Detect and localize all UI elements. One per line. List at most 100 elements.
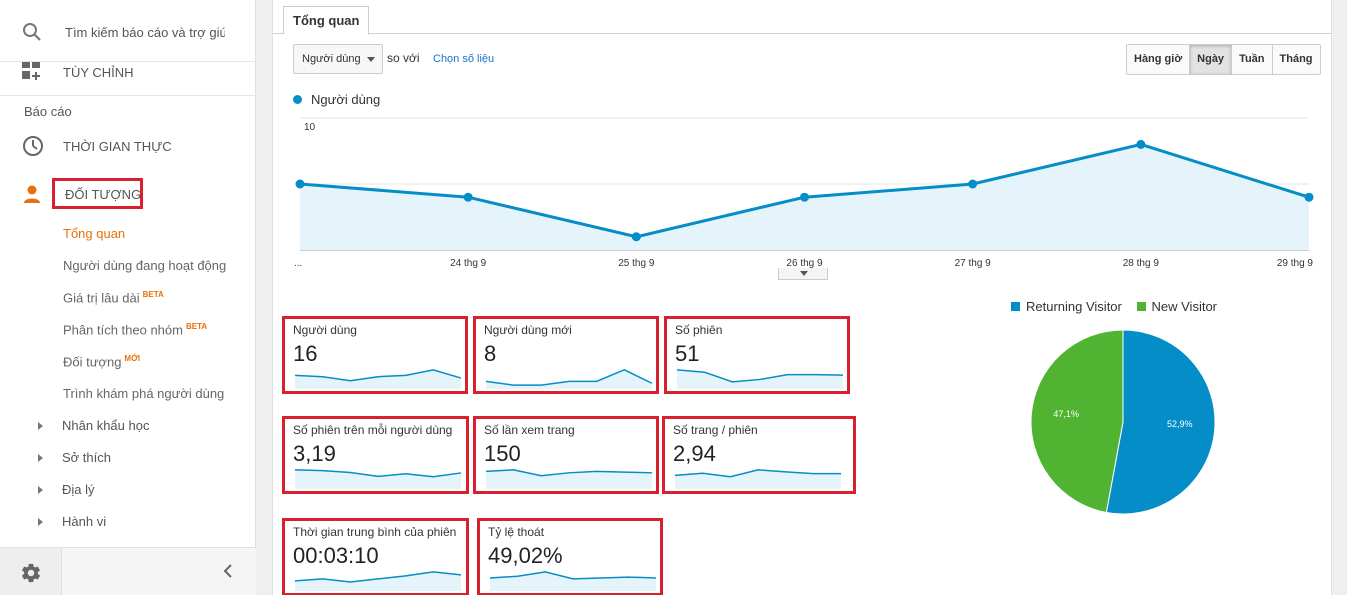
sparkline <box>485 469 653 489</box>
period-day-button[interactable]: Ngày <box>1190 45 1233 74</box>
sparkline <box>294 369 462 389</box>
sidebar-subitem-cohort[interactable]: Phân tích theo nhóm BETA <box>63 322 208 338</box>
caret-right-icon <box>38 485 43 494</box>
sparkline <box>676 369 844 389</box>
x-tick-label: ... <box>294 258 302 269</box>
data-point[interactable] <box>800 192 809 202</box>
dashboard-add-icon <box>22 62 42 87</box>
scorecard-title: Thời gian trung bình của phiên <box>293 525 457 539</box>
tab-bar: Tổng quan <box>273 0 1331 35</box>
sparkline-line <box>676 369 844 383</box>
sidebar-group-demographics[interactable]: Nhân khẩu học <box>38 418 149 433</box>
scorecard-sessions[interactable]: Số phiên 51 <box>664 316 850 394</box>
scorecard-avg-session-duration[interactable]: Thời gian trung bình của phiên 00:03:10 <box>282 518 469 595</box>
scorecard-pageviews[interactable]: Số lần xem trang 150 <box>473 416 659 494</box>
scorecard-title: Số phiên <box>675 323 723 337</box>
sparkline-area <box>486 469 652 489</box>
sidebar-subitem-user-explorer[interactable]: Trình khám phá người dùng <box>63 386 225 401</box>
pie-legend-new[interactable]: New Visitor <box>1136 299 1217 314</box>
scorecard-new-users[interactable]: Người dùng mới 8 <box>473 316 659 394</box>
x-tick-label: 27 thg 9 <box>955 258 992 269</box>
scorecard-value: 49,02% <box>488 543 563 568</box>
pie-slice[interactable] <box>1105 330 1216 515</box>
x-tick-label: 25 thg 9 <box>618 258 655 269</box>
new-badge: MỚI <box>124 354 141 363</box>
scorecard-sessions-per-user[interactable]: Số phiên trên mỗi người dùng 3,19 <box>282 416 469 494</box>
scorecard-pages-per-session[interactable]: Số trang / phiên 2,94 <box>662 416 856 494</box>
sparkline-area <box>490 571 656 591</box>
data-point[interactable] <box>1136 139 1146 149</box>
period-hourly-button[interactable]: Hàng giờ <box>1127 45 1191 74</box>
sidebar-item-realtime[interactable]: THỜI GIAN THỰC <box>0 130 256 162</box>
beta-badge: BETA <box>142 290 164 299</box>
sidebar-subitem-lifetime-value[interactable]: Giá trị lâu dài BETA <box>63 290 164 306</box>
period-week-button[interactable]: Tuần <box>1232 45 1273 74</box>
sparkline-area <box>295 369 461 389</box>
sidebar-item-audience[interactable]: ĐỐI TƯỢNG <box>0 176 256 212</box>
sidebar-subitem-audiences[interactable]: Đối tượng MỚI <box>63 354 141 370</box>
sidebar: Tìm kiếm báo cáo và trợ giú TÙY CHỈNH Bá… <box>0 0 256 595</box>
data-point[interactable] <box>1304 192 1314 202</box>
pie-slice[interactable] <box>1030 330 1124 514</box>
pie-legend-returning[interactable]: Returning Visitor <box>1011 299 1122 314</box>
scorecard-users[interactable]: Người dùng 16 <box>282 316 468 394</box>
legend-swatch <box>1136 302 1146 311</box>
report-search[interactable]: Tìm kiếm báo cáo và trợ giú <box>0 0 256 62</box>
pie-chart: 52,9% 47,1% <box>1030 330 1216 515</box>
sparkline <box>294 571 462 591</box>
caret-down-icon <box>367 57 375 62</box>
sidebar-group-interests[interactable]: Sở thích <box>38 450 111 465</box>
caret-right-icon <box>38 517 43 526</box>
y-tick-label: 10 <box>304 122 316 133</box>
pie-legend: Returning Visitor New Visitor <box>1011 299 1228 314</box>
choose-metric-link[interactable]: Chọn số liệu <box>433 53 495 65</box>
sparkline <box>674 469 841 489</box>
chart-legend: Người dùng <box>293 92 380 107</box>
data-point[interactable] <box>463 192 473 202</box>
sparkline <box>294 469 462 489</box>
legend-label: Người dùng <box>311 92 381 107</box>
metric-select[interactable]: Người dùng <box>293 44 383 74</box>
line-chart: 105...24 thg 925 thg 926 thg 927 thg 928… <box>294 117 1314 269</box>
scorecard-title: Số lần xem trang <box>484 423 575 437</box>
scorecard-value: 51 <box>675 341 700 366</box>
sparkline-area <box>486 369 652 389</box>
tab-overview[interactable]: Tổng quan <box>283 6 370 35</box>
settings-button[interactable] <box>0 548 62 595</box>
scorecard-value: 8 <box>484 341 497 366</box>
sidebar-group-geo[interactable]: Địa lý <box>38 482 95 497</box>
sidebar-item-customize[interactable]: TÙY CHỈNH <box>0 62 256 96</box>
sidebar-item-label: ĐỐI TƯỢNG <box>65 187 142 202</box>
sidebar-subitem-overview[interactable]: Tổng quan <box>63 226 126 241</box>
sidebar-item-label: THỜI GIAN THỰC <box>63 139 172 154</box>
sparkline <box>485 369 653 389</box>
sparkline <box>489 571 657 591</box>
search-icon <box>22 22 42 47</box>
x-tick-label: 26 thg 9 <box>786 258 823 269</box>
clock-icon <box>22 135 44 162</box>
sidebar-group-behavior[interactable]: Hành vi <box>38 514 106 529</box>
metric-select-value: Người dùng <box>302 53 361 65</box>
search-input[interactable]: Tìm kiếm báo cáo và trợ giú <box>65 25 225 40</box>
main-area: Tổng quan Người dùng so với Chọn số liệu… <box>256 0 1347 595</box>
x-tick-label: 28 thg 9 <box>1123 258 1160 269</box>
chevron-left-icon <box>223 564 232 578</box>
data-point[interactable] <box>295 179 305 189</box>
x-tick-label: 29 thg 9 <box>1277 258 1314 269</box>
data-point[interactable] <box>631 232 641 242</box>
chart-resize-handle[interactable] <box>778 268 828 280</box>
beta-badge: BETA <box>185 322 208 331</box>
sidebar-subitem-active-users[interactable]: Người dùng đang hoạt động <box>63 258 227 273</box>
data-point[interactable] <box>968 179 978 189</box>
reports-header: Báo cáo <box>24 104 72 119</box>
collapse-sidebar-button[interactable] <box>222 564 234 583</box>
scorecard-bounce-rate[interactable]: Tỷ lệ thoát 49,02% <box>477 518 663 595</box>
caret-right-icon <box>38 421 43 430</box>
scorecard-title: Người dùng mới <box>484 323 572 337</box>
legend-dot <box>293 95 302 104</box>
sparkline-area <box>295 571 461 591</box>
period-month-button[interactable]: Tháng <box>1272 45 1320 74</box>
scorecard-value: 00:03:10 <box>293 543 379 568</box>
sparkline-line <box>294 369 462 382</box>
pie-slice-label: 52,9% <box>1167 419 1193 429</box>
